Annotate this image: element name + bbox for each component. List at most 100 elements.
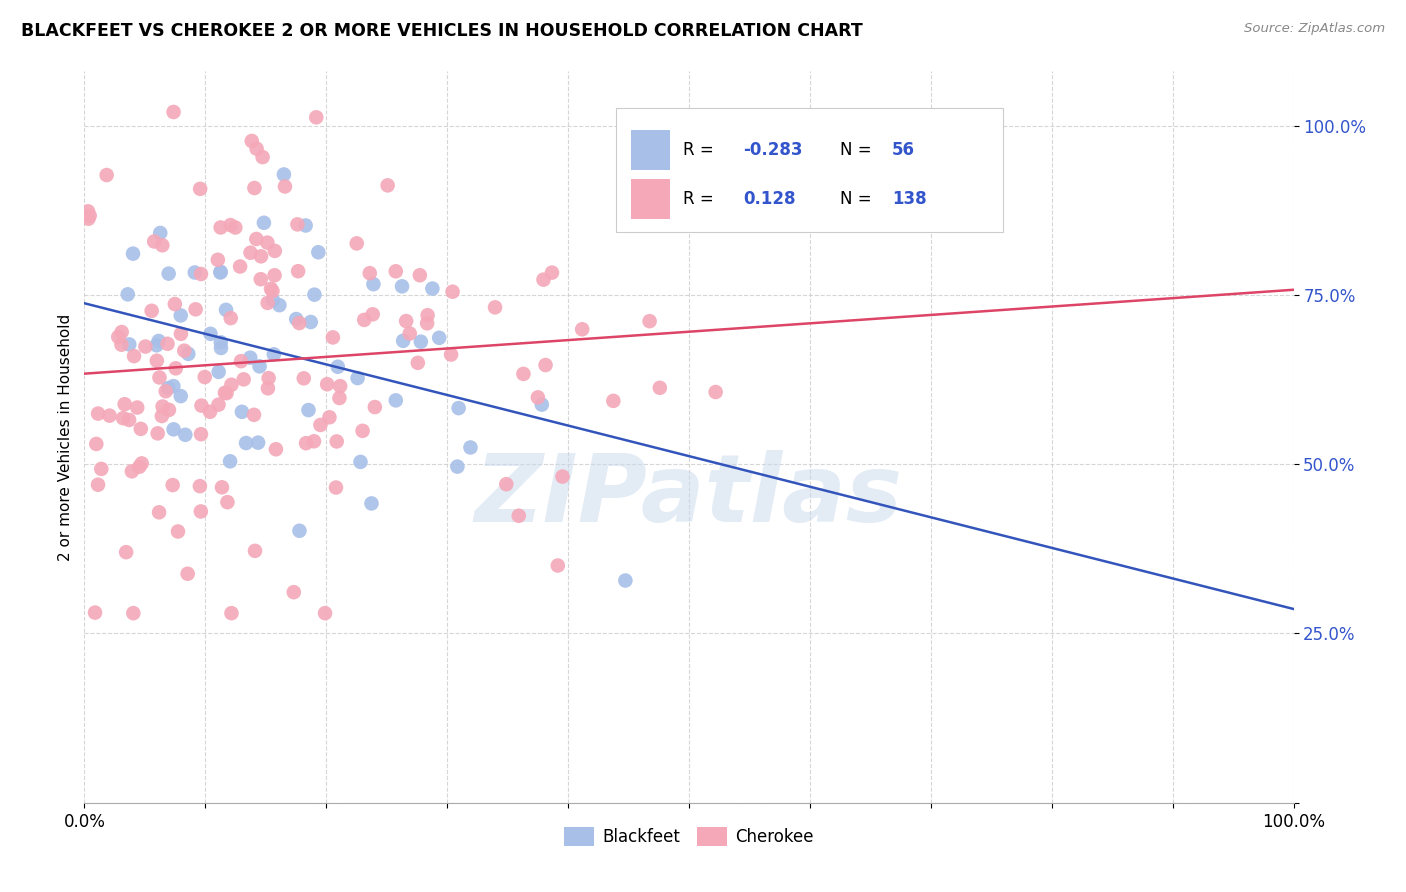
Point	[229, 260, 252, 274]
Point	[128, 459, 150, 474]
Point	[249, 272, 271, 286]
Point	[534, 358, 557, 372]
Point	[309, 417, 332, 432]
Point	[200, 326, 222, 341]
Point	[207, 398, 229, 412]
Point	[406, 356, 429, 370]
Point	[245, 232, 267, 246]
Point	[530, 398, 553, 412]
Point	[541, 266, 564, 280]
FancyBboxPatch shape	[631, 179, 669, 219]
Point	[252, 150, 274, 164]
Point	[219, 311, 242, 326]
Point	[361, 307, 384, 321]
Point	[398, 326, 420, 341]
Point	[512, 367, 534, 381]
Point	[409, 268, 432, 283]
Point	[127, 401, 149, 415]
Point	[322, 330, 344, 344]
Point	[165, 361, 187, 376]
Point	[221, 606, 243, 620]
Point	[257, 381, 280, 395]
Text: -0.283: -0.283	[744, 141, 803, 159]
Point	[143, 235, 166, 249]
Point	[384, 264, 406, 278]
Point	[146, 353, 169, 368]
Point	[243, 181, 266, 195]
Point	[253, 216, 276, 230]
Point	[257, 371, 280, 385]
Point	[215, 302, 238, 317]
Point	[547, 558, 569, 573]
Point	[152, 400, 174, 414]
Point	[427, 331, 450, 345]
Point	[190, 267, 212, 281]
Point	[249, 359, 271, 374]
Text: R =: R =	[683, 141, 718, 159]
Point	[250, 249, 273, 263]
Point	[352, 424, 374, 438]
Point	[177, 347, 200, 361]
Point	[602, 393, 624, 408]
Point	[269, 298, 291, 312]
Point	[328, 391, 350, 405]
Point	[117, 287, 139, 301]
Point	[447, 401, 470, 415]
Point	[377, 178, 399, 193]
Point	[122, 349, 145, 363]
Point	[648, 114, 671, 128]
Point	[219, 218, 242, 232]
FancyBboxPatch shape	[616, 108, 1004, 232]
Point	[416, 316, 439, 330]
Point	[297, 403, 319, 417]
Point	[359, 266, 381, 280]
Point	[110, 337, 132, 351]
Point	[208, 365, 231, 379]
Y-axis label: 2 or more Vehicles in Household: 2 or more Vehicles in Household	[58, 313, 73, 561]
Point	[314, 606, 336, 620]
Point	[141, 303, 163, 318]
Point	[235, 436, 257, 450]
Point	[190, 427, 212, 442]
Point	[155, 384, 177, 399]
Point	[247, 435, 270, 450]
Point	[318, 410, 340, 425]
Point	[329, 379, 352, 393]
Point	[508, 508, 530, 523]
Point	[305, 111, 328, 125]
Point	[98, 409, 121, 423]
Point	[256, 235, 278, 250]
Point	[392, 334, 415, 348]
Point	[146, 426, 169, 441]
Point	[307, 245, 329, 260]
Point	[167, 524, 190, 539]
Point	[84, 437, 107, 451]
Point	[112, 411, 135, 425]
Point	[149, 226, 172, 240]
Point	[188, 182, 211, 196]
Point	[207, 252, 229, 267]
Point	[148, 505, 170, 519]
Point	[294, 219, 316, 233]
Point	[363, 277, 385, 292]
Point	[221, 377, 243, 392]
Point	[262, 293, 284, 307]
Point	[256, 296, 278, 310]
Point	[285, 312, 308, 326]
Point	[385, 393, 408, 408]
Point	[326, 359, 349, 374]
Point	[288, 316, 311, 330]
Point	[118, 413, 141, 427]
Point	[150, 238, 173, 252]
Point	[184, 266, 207, 280]
Point	[217, 495, 239, 509]
Point	[263, 244, 285, 258]
Point	[173, 343, 195, 358]
Point	[349, 455, 371, 469]
Point	[170, 309, 193, 323]
Point	[263, 347, 285, 361]
Point	[198, 405, 221, 419]
Point	[571, 322, 593, 336]
Point	[219, 454, 242, 468]
Text: Source: ZipAtlas.com: Source: ZipAtlas.com	[1244, 22, 1385, 36]
